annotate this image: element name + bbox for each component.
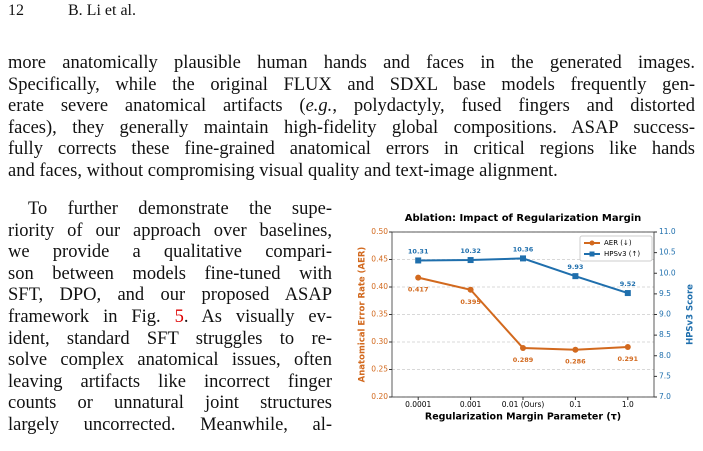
text-line: largely uncorrected. Meanwhile, al-: [8, 415, 332, 437]
value-label: 9.52: [620, 280, 636, 288]
value-label: 0.289: [513, 356, 534, 364]
legend-label: AER (↓): [604, 239, 632, 247]
point: [467, 286, 474, 293]
y-tick-label: 0.30: [371, 337, 388, 346]
text-segment: largely uncorrected. Meanwhile, al-: [8, 414, 332, 435]
legend-label: HPSv3 (↑): [604, 250, 640, 258]
page-number: 12: [8, 2, 24, 19]
y-tick-label: 0.25: [371, 365, 388, 374]
value-label: 10.32: [460, 247, 481, 255]
text-line: ident, standard SFT struggles to re-: [8, 329, 332, 351]
value-label: 10.31: [408, 247, 429, 255]
text-line: more anatomically plausible human hands …: [8, 53, 695, 75]
text-line: and faces, without compromising visual q…: [8, 161, 695, 183]
y2-tick-label: 7.0: [659, 392, 671, 401]
y-tick-label: 0.20: [371, 392, 388, 401]
legend-marker: [589, 240, 595, 246]
y-tick-label: 0.35: [371, 310, 388, 319]
running-head: B. Li et al.: [68, 2, 136, 19]
text-segment: son between models fine-tuned with: [8, 263, 332, 284]
text-line: framework in Fig. 5. As visually ev-: [8, 307, 332, 329]
text-line: To further demonstrate the supe-: [8, 199, 332, 221]
point: [572, 273, 579, 280]
value-label: 0.286: [565, 358, 586, 366]
y2-tick-label: 11.0: [659, 227, 676, 236]
y-tick-label: 0.50: [371, 227, 388, 236]
value-label: 0.291: [618, 355, 639, 363]
series-line: [418, 257, 629, 295]
y2-tick-label: 7.5: [659, 371, 671, 380]
text-line: son between models fine-tuned with: [8, 264, 332, 286]
y2-tick-label: 10.5: [659, 248, 676, 257]
x-tick-label: 0.1: [569, 400, 581, 409]
text-segment: solve complex anatomical issues, often: [8, 350, 332, 371]
y2-tick-label: 9.0: [659, 310, 671, 319]
point: [624, 290, 631, 297]
text-segment: we provide a qualitative compari-: [8, 242, 332, 263]
series-line: [417, 276, 628, 351]
point: [520, 345, 526, 352]
text-segment: faces), they generally maintain high-fid…: [8, 117, 695, 138]
point: [415, 274, 422, 281]
text-segment: framework in Fig.: [8, 306, 175, 327]
text-line: erate severe anatomical artifacts (e.g.,…: [8, 96, 695, 118]
text-line: Specifically, while the original FLUX an…: [8, 75, 695, 97]
paragraph: more anatomically plausible human hands …: [8, 53, 695, 183]
point: [520, 255, 526, 262]
text-line: fully corrects these fine-grained anatom…: [8, 139, 695, 161]
text-segment: more anatomically plausible human hands …: [8, 53, 695, 73]
y2-tick-label: 8.0: [659, 351, 671, 360]
text-segment: leaving artifacts like incorrect finger: [8, 371, 332, 392]
point: [572, 346, 579, 353]
point: [467, 257, 474, 264]
value-label: 10.36: [513, 245, 534, 253]
text-segment: riority of our approach over baselines,: [8, 220, 332, 241]
text-segment: counts or unnatural joint structures: [8, 393, 332, 414]
text-segment: SFT, DPO, and our proposed ASAP: [8, 285, 332, 306]
value-label: 9.93: [567, 263, 583, 271]
text-segment: 5: [174, 306, 184, 327]
x-axis-label: Regularization Margin Parameter (τ): [425, 412, 621, 423]
x-tick-label: 0.001: [460, 400, 482, 409]
text-segment: e.g.: [305, 96, 333, 117]
text-line: we provide a qualitative compari-: [8, 242, 332, 264]
text-line: faces), they generally maintain high-fid…: [8, 118, 695, 140]
text-line: solve complex anatomical issues, often: [8, 350, 332, 372]
paragraph: To further demonstrate the supe-riority …: [8, 199, 332, 437]
chart-title: Ablation: Impact of Regularization Margi…: [405, 213, 642, 224]
text-segment: . As visually ev-: [183, 306, 332, 327]
text-segment: ident, standard SFT struggles to re-: [8, 328, 332, 349]
text-segment: erate severe anatomical artifacts (: [8, 96, 306, 117]
text-line: SFT, DPO, and our proposed ASAP: [8, 285, 332, 307]
legend-marker: [589, 251, 595, 257]
y-axis-label: Anatomical Error Rate (AER): [358, 247, 368, 383]
text-segment: , polydactyly, fused fingers and distort…: [332, 96, 695, 117]
text-segment: and faces, without compromising visual q…: [8, 160, 558, 181]
y-tick-label: 0.40: [371, 282, 388, 291]
value-label: 0.417: [408, 286, 429, 294]
text-line: leaving artifacts like incorrect finger: [8, 372, 332, 394]
value-label: 0.395: [460, 298, 481, 306]
x-tick-label: 1.0: [622, 400, 634, 409]
point: [624, 343, 631, 350]
y2-axis-label: HPSv3 Score: [686, 284, 696, 345]
text-segment: fully corrects these fine-grained anatom…: [8, 139, 695, 160]
y-tick-label: 0.45: [371, 255, 388, 264]
text-line: counts or unnatural joint structures: [8, 393, 332, 415]
y2-tick-label: 9.5: [659, 289, 671, 298]
text-segment: To further demonstrate the supe-: [28, 199, 332, 219]
text-segment: Specifically, while the original FLUX an…: [8, 74, 695, 95]
y2-tick-label: 8.5: [659, 330, 671, 339]
x-tick-label: 0.0001: [405, 400, 431, 409]
x-tick-label: 0.01 (Ours): [502, 400, 545, 409]
point: [415, 257, 422, 264]
text-line: riority of our approach over baselines,: [8, 221, 332, 243]
y2-tick-label: 10.0: [659, 268, 676, 277]
